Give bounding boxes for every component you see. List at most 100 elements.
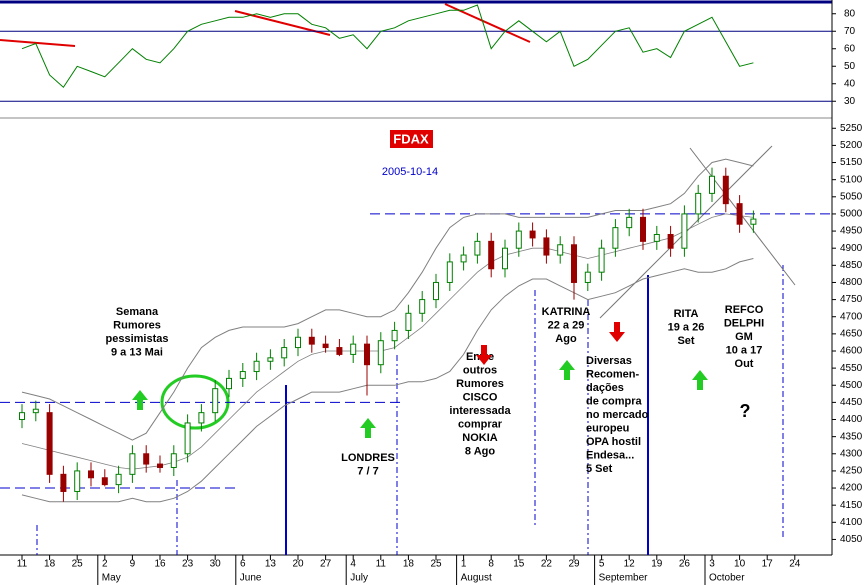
candle-body <box>640 216 646 242</box>
x-tick-label: 18 <box>403 559 415 570</box>
rsi-line <box>21 4 754 89</box>
candle-body <box>598 247 605 273</box>
month-label: October <box>709 573 745 584</box>
candle-body <box>736 203 743 225</box>
y-tick-label: 40 <box>844 78 856 89</box>
x-tick-label: 27 <box>320 559 332 570</box>
y-tick-label: 4750 <box>840 294 863 305</box>
candle-body <box>446 261 453 283</box>
note-text: GM <box>735 331 753 343</box>
note-text: Diversas <box>586 355 632 367</box>
arrow <box>476 345 492 365</box>
x-tick-label: 3 <box>709 559 715 570</box>
y-tick-label: 80 <box>844 8 856 19</box>
note-text: OPA hostil <box>586 436 641 448</box>
candle-body <box>571 244 577 283</box>
candle-body <box>557 244 564 256</box>
note-text: Ago <box>555 333 577 345</box>
y-tick-label: 4200 <box>840 483 863 494</box>
note-text: KATRINA <box>542 306 591 318</box>
x-tick-label: 23 <box>182 559 194 570</box>
x-tick-label: 16 <box>154 559 166 570</box>
month-label: May <box>102 573 121 584</box>
arrow <box>360 418 376 438</box>
candle-body <box>405 312 412 331</box>
candle-body <box>543 237 550 256</box>
note-text: outros <box>463 364 497 376</box>
x-tick-label: 20 <box>292 559 304 570</box>
y-tick-label: 60 <box>844 43 856 54</box>
note-text: 22 a 29 <box>548 319 585 331</box>
note-text: 9 a 13 Mai <box>111 346 163 358</box>
note-text: de compra <box>586 395 643 407</box>
y-tick-label: 4100 <box>840 517 863 528</box>
candle-body <box>143 453 150 465</box>
x-tick-label: 17 <box>762 559 774 570</box>
candle-body <box>529 230 536 239</box>
x-tick-label: 1 <box>461 559 467 570</box>
y-tick-label: 30 <box>844 96 856 107</box>
x-tick-label: 24 <box>789 559 801 570</box>
candle-body <box>239 371 246 379</box>
x-tick-label: 11 <box>376 559 387 570</box>
x-tick-label: 22 <box>541 559 553 570</box>
candle-body <box>253 360 260 373</box>
month-label: June <box>240 573 262 584</box>
y-tick-label: 4550 <box>840 363 863 374</box>
candle-body <box>184 422 191 455</box>
note-text: RITA <box>674 308 699 320</box>
candle-body <box>322 343 329 349</box>
x-tick-label: 19 <box>651 559 663 570</box>
note-text: NOKIA <box>462 432 498 444</box>
candle-body <box>19 412 25 421</box>
y-tick-label: 4250 <box>840 466 863 477</box>
candle-body <box>308 336 315 345</box>
note-text: dações <box>586 382 624 394</box>
candle-body <box>722 175 729 205</box>
candle-body <box>488 240 495 270</box>
x-tick-label: 5 <box>599 559 605 570</box>
band-line <box>21 213 754 470</box>
x-tick-label: 13 <box>265 559 277 570</box>
candle-body <box>681 213 688 249</box>
candle-body <box>336 347 343 355</box>
x-tick-label: 2 <box>102 559 108 570</box>
month-label: September <box>599 573 649 584</box>
candle-body <box>364 343 370 366</box>
x-tick-label: 15 <box>513 559 525 570</box>
candle-body <box>474 240 481 256</box>
candle-body <box>350 343 357 355</box>
x-tick-label: 9 <box>130 559 136 570</box>
x-tick-label: 10 <box>734 559 746 570</box>
month-label: July <box>350 573 368 584</box>
candle-body <box>612 227 619 249</box>
candle-body <box>88 470 94 479</box>
note-text: REFCO <box>725 304 764 316</box>
candle-body <box>460 254 467 263</box>
x-tick-label: 25 <box>72 559 84 570</box>
note-text: ? <box>740 401 751 421</box>
candle-body <box>584 271 591 283</box>
month-label: August <box>461 573 492 584</box>
note-text: 19 a 26 <box>668 321 705 333</box>
y-tick-label: 4450 <box>840 397 863 408</box>
x-tick-label: 29 <box>568 559 580 570</box>
y-tick-label: 4950 <box>840 226 863 237</box>
note-text: Set <box>677 335 694 347</box>
candle-body <box>60 473 67 492</box>
x-tick-label: 12 <box>624 559 636 570</box>
note-text: CISCO <box>463 391 498 403</box>
candle-body <box>653 233 660 242</box>
band-line <box>21 158 754 441</box>
candle-body <box>115 473 122 486</box>
y-tick-label: 4400 <box>840 414 863 425</box>
y-tick-label: 4850 <box>840 260 863 271</box>
band-line <box>21 258 754 503</box>
note-text: 7 / 7 <box>357 465 378 477</box>
y-tick-label: 4600 <box>840 346 863 357</box>
candle-body <box>74 470 81 492</box>
candle-body <box>709 175 715 194</box>
y-tick-label: 4500 <box>840 380 863 391</box>
candle-body <box>101 477 108 486</box>
